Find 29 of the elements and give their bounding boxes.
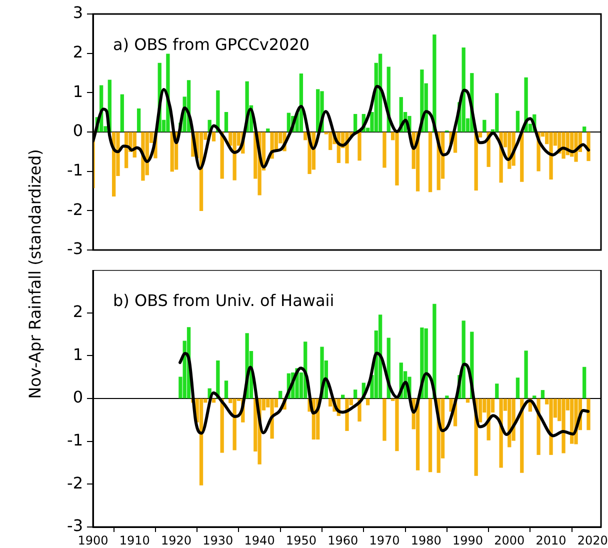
text: b) OBS from Univ. of Hawaii (113, 291, 334, 310)
x-tick-label: 1960 (328, 533, 358, 548)
x-tick-label: 2010 (536, 533, 566, 548)
x-tick-label: 2000 (494, 533, 525, 548)
y-tick-label: -3 (67, 516, 83, 536)
y-tick-label: -1 (67, 160, 83, 180)
y-axis-title: Nov-Apr Rainfall (standardized) (26, 149, 44, 399)
x-tick-label: 1970 (369, 533, 400, 548)
y-tick-label: 0 (72, 388, 83, 407)
y-tick-label: 1 (72, 344, 83, 364)
x-tick-label: 1930 (202, 533, 234, 548)
y-tick-label: -3 (67, 239, 83, 258)
y-tick-label: 1 (72, 82, 83, 101)
x-tick-label: 1990 (452, 533, 484, 548)
x-tick-label: 1910 (119, 533, 150, 548)
y-tick-label: -2 (67, 473, 83, 492)
y-tick-label: -2 (67, 200, 83, 219)
y-tick-label: 2 (72, 42, 83, 62)
x-tick-label: 1900 (78, 533, 108, 548)
x-tick-label: 1950 (286, 533, 316, 548)
x-tick-label: 1980 (410, 533, 442, 548)
y-tick-label: -1 (67, 430, 83, 450)
x-tick-label: 2020 (577, 533, 608, 548)
x-tick-label: 1940 (244, 533, 275, 548)
y-tick-label: 0 (72, 121, 83, 140)
y-tick-label: 3 (72, 3, 83, 22)
x-tick-label: 1920 (161, 533, 192, 548)
text: a) OBS from GPCCv2020 (113, 35, 310, 54)
y-tick-label: 2 (72, 302, 83, 321)
